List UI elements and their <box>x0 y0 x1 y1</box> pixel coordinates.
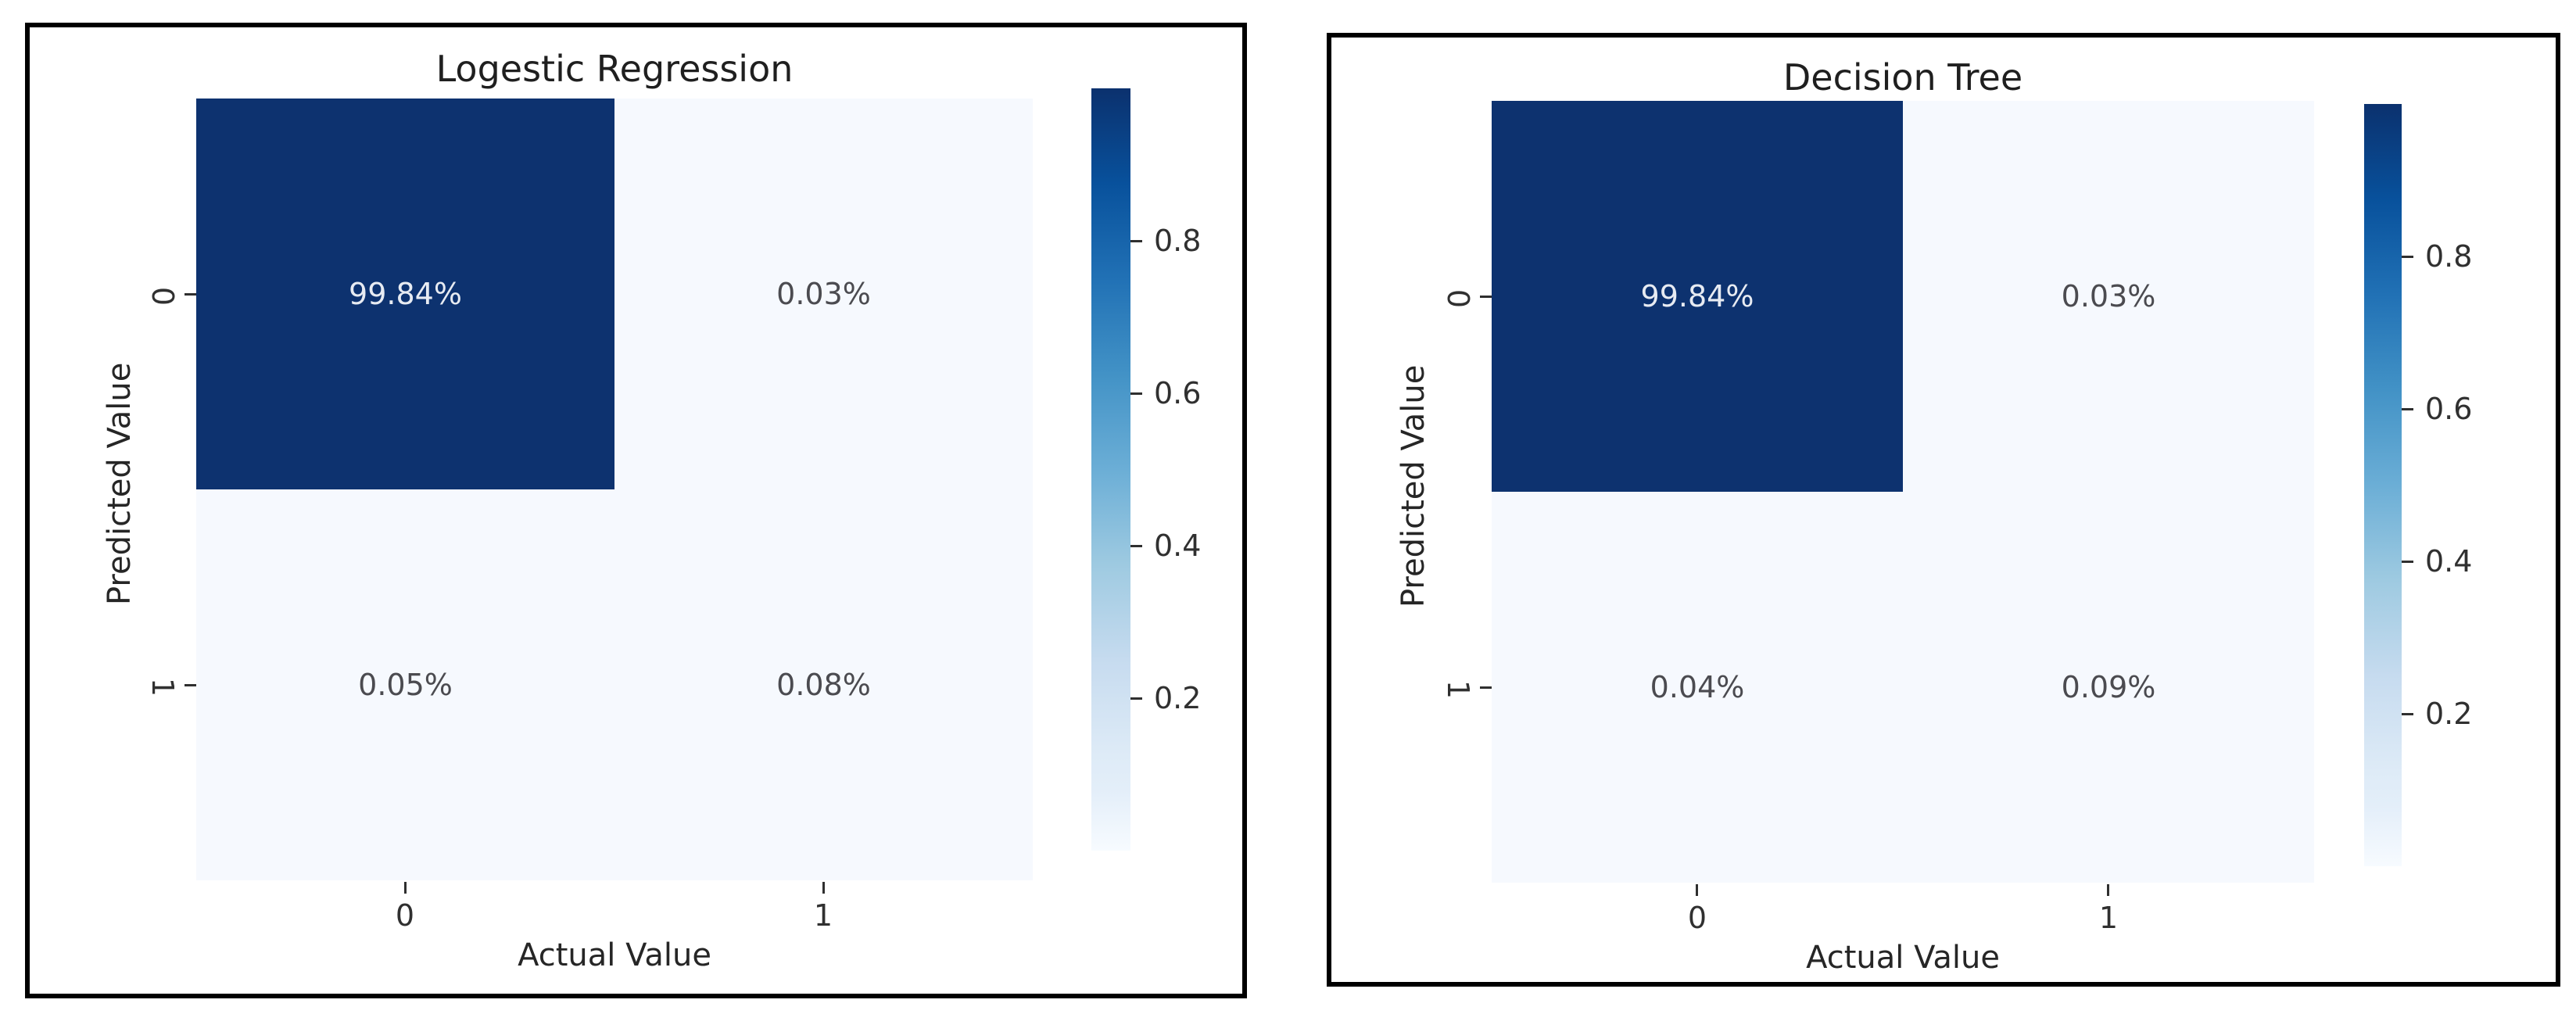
x-tick-mark <box>1696 884 1698 896</box>
cell-value: 0.04% <box>1650 670 1745 704</box>
y-axis-label: Predicted Value <box>1395 364 1431 607</box>
decision-tree-figure: Decision Tree 99.84% 0.03% 0.04% 0.09% 0… <box>1331 38 2556 982</box>
colorbar-tick-mark <box>1130 240 1142 242</box>
colorbar-tick-label: 0.8 <box>2425 239 2473 274</box>
y-tick-mark <box>185 293 196 296</box>
colorbar-tick-mark <box>2402 408 2413 410</box>
colorbar-tick-label: 0.2 <box>2425 697 2473 731</box>
y-tick-label: 0 <box>1441 288 1475 309</box>
colorbar-tick-label: 0.4 <box>1154 528 1202 563</box>
decision-tree-panel: Decision Tree 99.84% 0.03% 0.04% 0.09% 0… <box>1327 33 2560 987</box>
x-tick-label: 0 <box>1687 901 1707 935</box>
x-axis-label: Actual Value <box>1806 940 2000 976</box>
colorbar-tick-mark <box>2402 561 2413 563</box>
cell-value: 0.09% <box>2061 670 2156 704</box>
y-tick-label: 1 <box>1441 679 1475 700</box>
confusion-matrix-heatmap: 99.84% 0.03% 0.05% 0.08% <box>196 99 1033 880</box>
heatmap-cell-0-1: 0.03% <box>1903 101 2314 492</box>
x-tick-label: 1 <box>813 898 833 933</box>
cell-value: 0.03% <box>776 277 871 311</box>
heatmap-cell-1-0: 0.05% <box>196 489 614 880</box>
colorbar-tick-label: 0.2 <box>1154 681 1202 715</box>
cell-value: 0.03% <box>2061 279 2156 314</box>
colorbar-tick-mark <box>1130 697 1142 700</box>
cell-value: 0.05% <box>358 668 453 702</box>
colorbar-tick-label: 0.6 <box>1154 376 1202 410</box>
chart-title: Logestic Regression <box>435 48 794 90</box>
heatmap-cell-1-0: 0.04% <box>1492 492 1903 883</box>
x-tick-mark <box>822 882 825 894</box>
colorbar-tick-mark <box>1130 545 1142 547</box>
colorbar-tick-label: 0.4 <box>2425 544 2473 579</box>
heatmap-cell-1-1: 0.09% <box>1903 492 2314 883</box>
logistic-regression-panel: Logestic Regression 99.84% 0.03% 0.05% 0… <box>25 23 1247 998</box>
colorbar-tick-label: 0.6 <box>2425 392 2473 426</box>
y-axis-label: Predicted Value <box>102 362 138 605</box>
colorbar-tick-mark <box>1130 392 1142 395</box>
y-tick-mark <box>1480 686 1492 689</box>
heatmap-cell-0-0: 99.84% <box>196 99 614 489</box>
colorbar <box>1091 88 1130 851</box>
cell-value: 99.84% <box>1640 279 1754 314</box>
x-tick-label: 0 <box>395 898 415 933</box>
y-tick-label: 0 <box>145 286 180 306</box>
x-tick-mark <box>2107 884 2109 896</box>
y-tick-mark <box>185 684 196 686</box>
x-tick-mark <box>404 882 407 894</box>
x-axis-label: Actual Value <box>518 937 711 973</box>
colorbar-tick-label: 0.8 <box>1154 224 1202 258</box>
cell-value: 99.84% <box>349 277 462 311</box>
x-tick-label: 1 <box>2098 901 2119 935</box>
confusion-matrix-heatmap: 99.84% 0.03% 0.04% 0.09% <box>1492 101 2314 883</box>
y-tick-mark <box>1480 296 1492 298</box>
heatmap-cell-0-0: 99.84% <box>1492 101 1903 492</box>
colorbar-tick-mark <box>2402 256 2413 258</box>
colorbar <box>2364 104 2402 866</box>
colorbar-tick-mark <box>2402 713 2413 715</box>
y-tick-label: 1 <box>145 677 180 697</box>
chart-title: Decision Tree <box>1782 56 2023 99</box>
heatmap-cell-1-1: 0.08% <box>614 489 1033 880</box>
cell-value: 0.08% <box>776 668 871 702</box>
logistic-regression-figure: Logestic Regression 99.84% 0.03% 0.05% 0… <box>30 27 1242 994</box>
heatmap-cell-0-1: 0.03% <box>614 99 1033 489</box>
